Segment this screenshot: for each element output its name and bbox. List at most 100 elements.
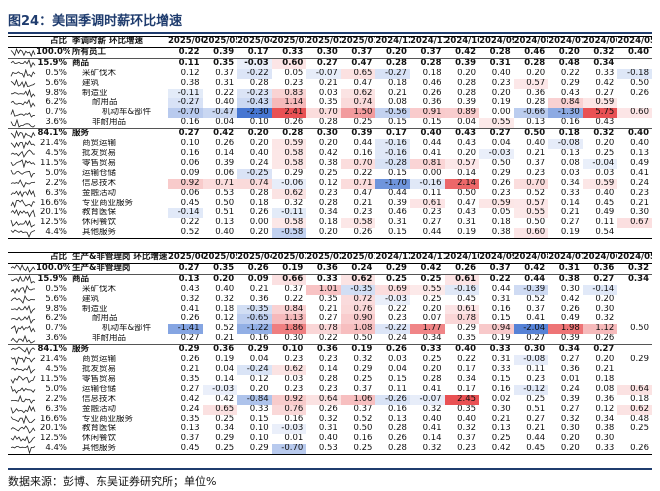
value-cell: 0.23 xyxy=(491,188,511,198)
value-cell: 0.20 xyxy=(318,139,338,149)
value-cell: 0.61 xyxy=(409,198,445,209)
value-cell: 0.27 xyxy=(178,263,200,273)
value-cell: 0.15 xyxy=(375,228,410,240)
figure-title-bar: 图24：美国季调时薪环比增速 xyxy=(8,8,652,34)
value-cell: 0.38 xyxy=(595,424,615,434)
value-cell: 0.04 xyxy=(457,118,477,128)
value-cell: 0.90 xyxy=(340,314,376,325)
value-cell: 0.70 xyxy=(513,178,549,189)
value-cell: 0.15 xyxy=(249,414,269,424)
value-cell: 0.40 xyxy=(409,128,445,140)
value-cell: 0.91 xyxy=(409,108,445,119)
value-cell: 0.50 xyxy=(491,158,511,168)
sparkline xyxy=(8,179,36,189)
table-row: 2.2% 信息技术 0.42 0.42 -0.84 0.92 0.64 1.06 -0.26 -0… xyxy=(8,394,652,405)
value-cell: 0.13 xyxy=(630,148,649,158)
weight-cell: 100.0% xyxy=(36,263,70,273)
value-cell: 0.21 xyxy=(249,284,269,294)
value-cell: 0.25 xyxy=(202,444,238,456)
value-cell: 0.30 xyxy=(284,334,304,344)
value-cell: -0.43 xyxy=(237,98,272,109)
weight-header: 占比 xyxy=(36,252,70,264)
value-cell xyxy=(617,295,652,305)
table-row: 9.8% 制造业 -0.11 0.22 -0.23 0.83 0.03 0.62 0.21 0.2… xyxy=(8,88,652,99)
value-cell: 0.40 xyxy=(215,284,235,294)
value-cell: 0.57 xyxy=(444,158,480,169)
sparkline-header xyxy=(8,36,36,48)
value-cell: -0.11 xyxy=(271,208,307,219)
value-cell: 0.45 xyxy=(513,444,549,456)
value-cell: 0.30 xyxy=(316,47,338,57)
series-name: 专业商业服务 xyxy=(82,198,134,208)
value-cell: 0.47 xyxy=(457,198,477,208)
sparkline xyxy=(8,47,36,58)
value-cell: 0.51 xyxy=(215,208,235,218)
value-cell: 0.21 xyxy=(353,198,373,208)
value-cell: 0.40 xyxy=(215,98,235,108)
value-cell: 0.52 xyxy=(526,294,546,304)
value-cell: 0.32 xyxy=(628,263,649,273)
series-name: 制造业 xyxy=(82,88,108,98)
sparkline xyxy=(8,295,36,305)
value-cell: 1.13 xyxy=(271,314,307,325)
value-cell: 0.20 xyxy=(595,139,615,149)
value-cell: -0.03 xyxy=(271,424,307,435)
value-cell: 0.58 xyxy=(340,218,376,229)
value-cell: -0.03 xyxy=(237,57,272,69)
value-cell: 1.14 xyxy=(271,98,307,109)
value-cell: 0.40 xyxy=(202,228,238,240)
sparkline xyxy=(8,344,36,356)
value-cell: 0.44 xyxy=(526,434,546,444)
value-cell: 0.33 xyxy=(560,188,580,198)
sparkline xyxy=(8,199,36,209)
table-row: 9.8% 制造业 0.41 0.18 -0.35 0.84 0.21 0.76 0.22 0.20… xyxy=(8,304,652,315)
value-cell: 0.32 xyxy=(353,355,373,365)
weight-cell: 15.9% xyxy=(36,273,70,285)
weight-cell: 9.8% xyxy=(45,88,67,98)
value-cell: 0.31 xyxy=(491,294,511,304)
value-cell: 0.61 xyxy=(444,273,480,285)
value-cell: 0.39 xyxy=(388,198,407,208)
value-cell: 0.33 xyxy=(491,364,511,374)
table-row: 15.9% 商品 0.13 0.20 0.09 0.66 0.33 0.62 0.25 0.25 0… xyxy=(8,273,652,285)
value-cell: 0.49 xyxy=(560,314,580,324)
sparkline xyxy=(8,385,36,395)
series-name: 服务 xyxy=(70,128,169,140)
weight-header: 占比 xyxy=(36,36,70,48)
sparkline xyxy=(8,434,36,444)
value-cell: 0.26 xyxy=(422,88,442,98)
value-cell: -0.08 xyxy=(513,355,549,365)
value-cell: 0.41 xyxy=(422,384,442,394)
value-cell: -0.25 xyxy=(237,168,272,179)
value-cell: 0.27 xyxy=(582,273,618,285)
series-name: 零售贸易 xyxy=(82,158,117,168)
value-cell: 0.08 xyxy=(595,384,615,394)
value-cell: 0.31 xyxy=(388,218,407,228)
value-cell: 0.39 xyxy=(213,47,235,57)
value-cell: 0.28 xyxy=(271,128,307,140)
series-name: 其他服务 xyxy=(70,228,169,240)
value-cell: 0.21 xyxy=(595,364,615,374)
series-name: 耐用品 xyxy=(92,98,118,108)
value-cell: 0.12 xyxy=(318,178,338,188)
value-cell: 0.11 xyxy=(595,218,615,228)
value-cell: 0.15 xyxy=(422,118,442,128)
month-header: 2025/06 xyxy=(168,36,203,48)
value-cell: 0.26 xyxy=(630,88,649,98)
value-cell: 0.30 xyxy=(630,208,649,218)
value-cell xyxy=(617,334,652,344)
value-cell: 0.22 xyxy=(215,88,235,98)
weight-cell: 4.4% xyxy=(36,228,70,240)
value-cell: 0.23 xyxy=(444,444,480,456)
sparkline xyxy=(8,108,36,118)
value-cell: 0.26 xyxy=(595,334,615,344)
series-name: 零售贸易 xyxy=(82,374,117,384)
value-cell: -0.35 xyxy=(237,304,272,315)
value-cell: 0.32 xyxy=(409,444,445,456)
value-cell: 0.24 xyxy=(249,158,269,168)
value-cell: 0.19 xyxy=(215,355,235,365)
value-cell: 0.26 xyxy=(617,444,652,456)
value-cell: 0.11 xyxy=(526,364,546,374)
value-cell: 0.41 xyxy=(422,148,442,158)
series-name: 金融活动 xyxy=(82,404,117,414)
